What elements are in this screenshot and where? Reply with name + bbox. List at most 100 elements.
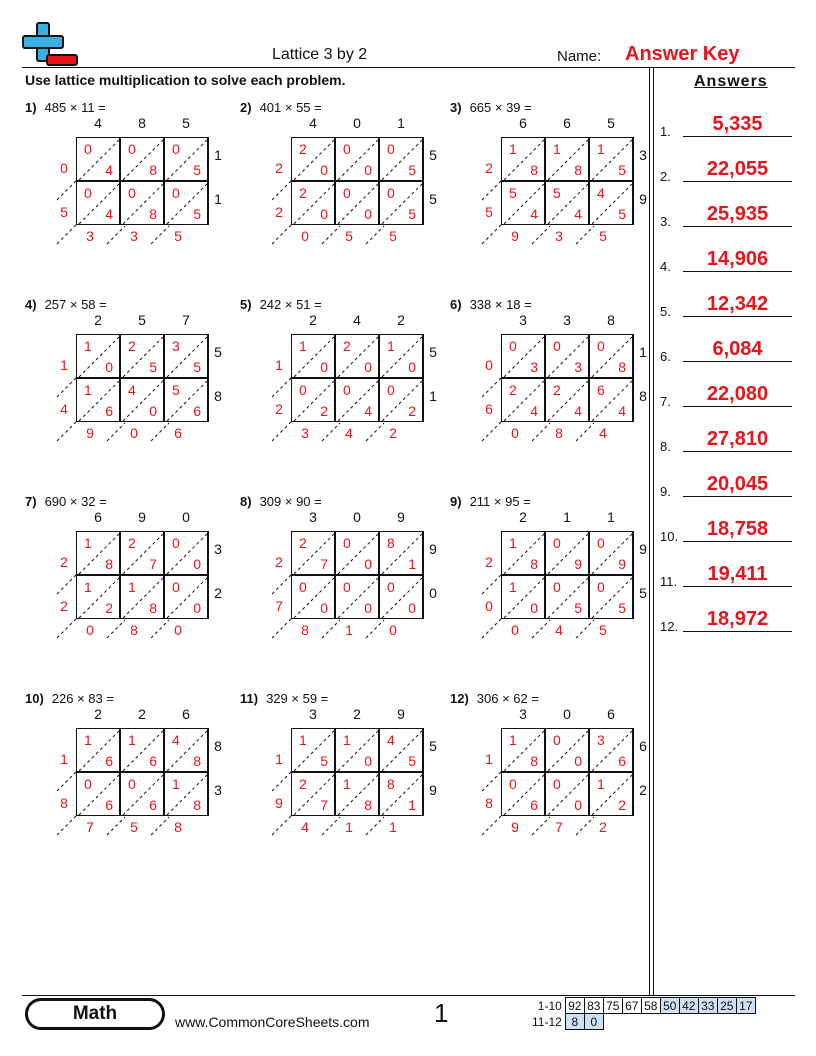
cell-tens: 0 [343,579,351,595]
left-digit: 1 [275,357,283,373]
right-digit: 9 [639,541,647,557]
right-digit: 1 [639,344,647,360]
cell-tens: 5 [553,185,561,201]
bottom-digit: 0 [511,622,519,638]
problem-number: 3) [450,100,462,115]
cell-ones: 0 [320,359,328,375]
top-digit: 6 [94,509,102,525]
cell-tens: 0 [84,776,92,792]
bottom-diagonals [106,225,170,245]
bottom-digit: 0 [174,622,182,638]
answer-row: 8. 27,810 [660,428,795,454]
cell-tens: 3 [172,338,180,354]
bottom-digit: 0 [86,622,94,638]
right-digit: 3 [214,541,222,557]
left-digit: 2 [485,160,493,176]
bottom-diagonals [531,816,595,836]
cell-tens: 0 [387,382,395,398]
cell-tens: 1 [553,141,561,157]
cell-tens: 2 [128,535,136,551]
right-digit: 9 [639,191,647,207]
problem-number: 12) [450,691,469,706]
answer-number: 2. [660,169,671,184]
carry-diagonals [481,770,503,836]
answer-row: 1. 5,335 [660,113,795,139]
cell-ones: 0 [408,600,416,616]
top-digit: 9 [397,509,405,525]
cell-tens: 0 [84,185,92,201]
bottom-digit: 5 [389,228,397,244]
bottom-diagonals [321,619,385,639]
answer-row: 10. 18,758 [660,518,795,544]
score-cell: 58 [640,997,661,1014]
site-url[interactable]: www.CommonCoreSheets.com [175,1014,370,1030]
cell-tens: 0 [343,185,351,201]
problem: 3) 665 × 39 = 6 6 5 3 9 2 5 9 3 5 1 8 1 8 1 5 5 4 5 4 4 5 [450,100,660,260]
answer-value: 5,335 [683,113,792,137]
left-digit: 5 [60,204,68,220]
cell-tens: 0 [387,141,395,157]
cell-tens: 0 [343,141,351,157]
problem-label: 8) 309 × 90 = [240,494,322,509]
subject-badge: Math [25,998,165,1030]
cell-tens: 0 [299,382,307,398]
cell-tens: 8 [387,535,395,551]
score-cell: 17 [735,997,756,1014]
top-digit: 5 [138,312,146,328]
right-digit: 0 [429,585,437,601]
cell-tens: 2 [509,382,517,398]
cell-tens: 6 [597,382,605,398]
cell-tens: 2 [128,338,136,354]
cell-ones: 4 [530,403,538,419]
score-cell: 75 [602,997,623,1014]
problem-expression: 690 × 32 = [44,494,107,509]
answer-value: 19,411 [683,563,792,587]
problem-expression: 257 × 58 = [44,297,107,312]
cell-tens: 4 [387,732,395,748]
problem-number: 5) [240,297,252,312]
score-cell: 0 [583,1013,604,1030]
right-digit: 2 [639,782,647,798]
score-row-label: 11-12 [532,1014,562,1029]
cell-ones: 7 [149,556,157,572]
carry-diagonals [271,179,293,245]
cell-tens: 3 [597,732,605,748]
score-cell: 67 [621,997,642,1014]
top-digit: 3 [519,312,527,328]
answer-row: 9. 20,045 [660,473,795,499]
right-digit: 2 [214,585,222,601]
cell-ones: 7 [320,797,328,813]
answer-key-label: Answer Key [625,43,740,65]
cell-tens: 0 [172,579,180,595]
answer-number: 10. [660,529,679,544]
cell-ones: 6 [105,797,113,813]
bottom-digit: 0 [389,622,397,638]
answer-value: 14,906 [683,248,792,272]
cell-ones: 0 [530,600,538,616]
problem-expression: 401 × 55 = [259,100,322,115]
header-divider [22,67,795,68]
bottom-diagonals [321,225,385,245]
problem-label: 10) 226 × 83 = [25,691,114,706]
cell-tens: 1 [597,776,605,792]
